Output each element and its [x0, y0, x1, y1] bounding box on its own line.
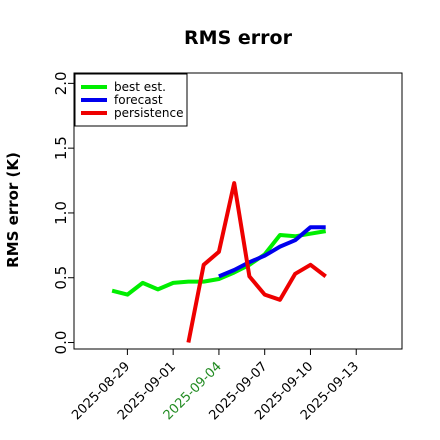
y-axis: 0.0 0.5 1.0 1.5 2.0: [52, 71, 74, 354]
legend-label: forecast: [114, 93, 163, 107]
y-axis-label: RMS error (K): [4, 152, 22, 268]
y-tick-label: 0.0: [52, 331, 70, 355]
x-axis: 2025-08-292025-09-012025-09-042025-09-07…: [69, 349, 362, 423]
series-line-persistence: [186, 181, 327, 343]
y-tick-label: 1.0: [52, 201, 70, 225]
series-line-best-est: [111, 229, 327, 297]
plot-area-frame: [73, 72, 403, 350]
series-layer: [111, 181, 327, 343]
y-tick-label: 1.5: [52, 136, 70, 160]
legend-label: persistence: [114, 106, 183, 120]
chart-title: RMS error: [184, 27, 293, 49]
legend-label: best est.: [114, 80, 166, 94]
y-tick-label: 2.0: [52, 71, 70, 95]
series-line-forecast: [218, 225, 326, 279]
y-tick-label: 0.5: [52, 266, 70, 290]
